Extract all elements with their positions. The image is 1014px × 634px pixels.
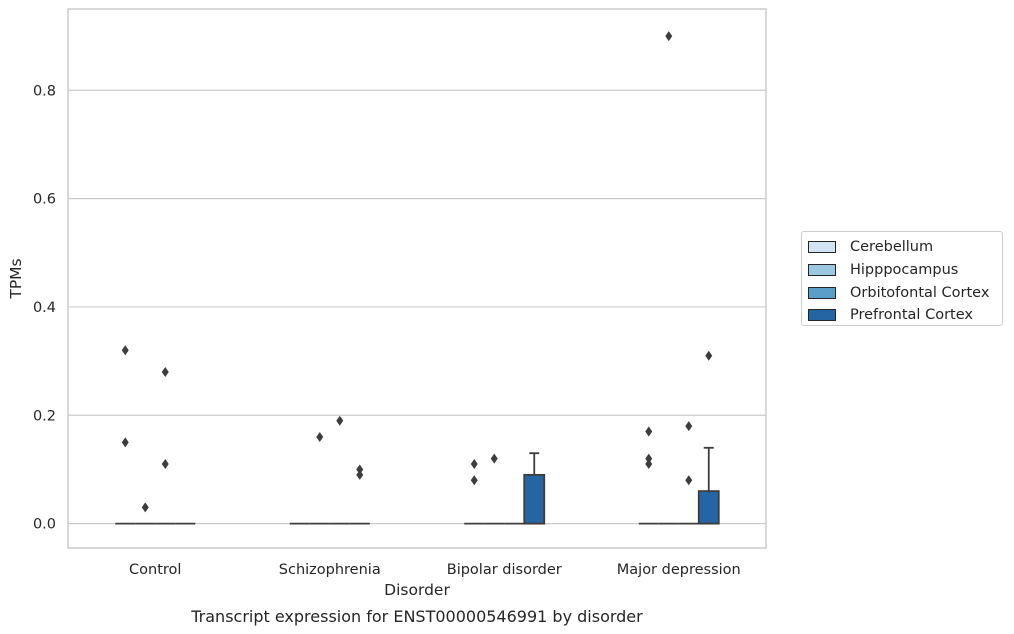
x-tick-label: Major depression <box>617 562 741 578</box>
outlier-point <box>161 459 169 470</box>
plot-boxes <box>115 31 720 525</box>
box-hipppocampus <box>135 502 156 525</box>
y-tick-label: 0.0 <box>33 517 56 533</box>
legend-label-hippocampus: Hipppocampus <box>850 262 959 279</box>
box-cerebellum <box>638 426 659 525</box>
outlier-point <box>470 475 478 486</box>
outlier-point <box>356 469 364 480</box>
outlier-point <box>685 475 693 486</box>
x-tick-labels: Control Schizophrenia Bipolar disorder Majo… <box>129 562 741 578</box>
box-orbitofontal-cortex <box>678 421 699 525</box>
outlier-point <box>336 415 344 426</box>
box-cerebellum <box>464 459 485 525</box>
outlier-point <box>645 453 653 464</box>
legend-item-hippocampus: Hipppocampus <box>808 259 1002 282</box>
legend-swatch-cerebellum <box>808 241 836 254</box>
outlier-point <box>316 431 324 442</box>
legend-item-prefrontal: Prefrontal Cortex <box>808 304 1002 327</box>
outlier-point <box>121 437 129 448</box>
legend-swatch-orbitofrontal <box>808 286 836 299</box>
box-cerebellum <box>115 345 136 525</box>
box-orbitofontal-cortex <box>155 366 176 525</box>
y-tick-label: 0.4 <box>33 300 56 316</box>
legend: Cerebellum Hipppocampus Orbitofontal Cor… <box>801 231 1003 326</box>
legend-label-orbitofrontal: Orbitofontal Cortex <box>850 284 990 301</box>
plot-frame <box>67 8 767 549</box>
box-body <box>697 490 720 525</box>
y-tick-label: 0.2 <box>33 408 56 424</box>
outlier-point <box>121 345 129 356</box>
box-hipppocampus <box>309 431 330 525</box>
y-axis-label: TPMs <box>7 258 25 299</box>
outlier-point <box>356 464 364 475</box>
box-prefrontal-cortex <box>349 464 370 525</box>
box-body <box>523 473 546 525</box>
box-hipppocampus <box>484 453 505 525</box>
outlier-point <box>490 453 498 464</box>
box-hipppocampus <box>658 31 679 525</box>
x-tick-label: Bipolar disorder <box>447 562 562 578</box>
legend-label-prefrontal: Prefrontal Cortex <box>850 307 973 324</box>
box-prefrontal-cortex <box>523 452 546 525</box>
chart-title: Transcript expression for ENST0000054699… <box>190 607 643 626</box>
outlier-point <box>685 421 693 432</box>
legend-swatch-hippocampus <box>808 264 836 277</box>
y-tick-label: 0.8 <box>33 83 56 99</box>
x-tick-label: Schizophrenia <box>279 562 381 578</box>
box-prefrontal-cortex <box>697 350 720 525</box>
legend-swatch-prefrontal <box>808 309 836 322</box>
grid-lines <box>68 89 766 525</box>
x-axis-label: Disorder <box>384 581 450 599</box>
legend-label-cerebellum: Cerebellum <box>850 239 934 256</box>
outlier-point <box>645 426 653 437</box>
outlier-point <box>705 350 713 361</box>
outlier-point <box>665 31 673 42</box>
legend-item-orbitofrontal: Orbitofontal Cortex <box>808 281 1002 304</box>
outlier-point <box>645 459 653 470</box>
y-tick-labels: 0.0 0.2 0.4 0.6 0.8 <box>33 83 56 532</box>
outlier-point <box>161 366 169 377</box>
x-tick-label: Control <box>129 562 181 578</box>
outlier-point <box>141 502 149 513</box>
box-orbitofontal-cortex <box>329 415 350 525</box>
outlier-point <box>470 459 478 470</box>
legend-item-cerebellum: Cerebellum <box>808 236 1002 259</box>
y-tick-label: 0.6 <box>33 192 56 208</box>
